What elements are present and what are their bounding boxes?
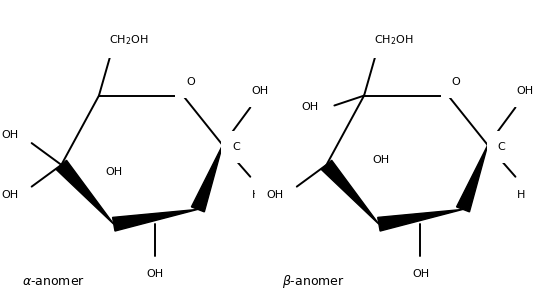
Text: O: O <box>451 77 461 87</box>
Text: OH: OH <box>373 155 390 165</box>
Text: H: H <box>517 189 526 199</box>
Text: CH$_2$OH: CH$_2$OH <box>374 33 414 47</box>
Text: CH$_2$OH: CH$_2$OH <box>109 33 148 47</box>
Text: OH: OH <box>105 167 123 177</box>
Text: H: H <box>252 189 261 199</box>
Text: OH: OH <box>1 189 19 199</box>
Text: $\beta$-anomer: $\beta$-anomer <box>282 273 345 290</box>
Text: C: C <box>498 142 505 152</box>
Text: $\alpha$-anomer: $\alpha$-anomer <box>22 275 85 288</box>
Text: OH: OH <box>252 86 269 96</box>
Polygon shape <box>191 145 223 212</box>
Polygon shape <box>112 209 198 231</box>
Text: OH: OH <box>266 189 284 199</box>
Text: OH: OH <box>517 86 533 96</box>
Text: O: O <box>187 77 195 87</box>
Text: OH: OH <box>1 130 19 140</box>
Text: C: C <box>232 142 240 152</box>
Polygon shape <box>56 160 114 224</box>
Text: OH: OH <box>412 269 429 279</box>
Polygon shape <box>457 145 488 212</box>
Polygon shape <box>321 160 379 224</box>
Text: OH: OH <box>147 269 164 279</box>
Text: OH: OH <box>301 102 318 112</box>
Polygon shape <box>378 209 463 231</box>
